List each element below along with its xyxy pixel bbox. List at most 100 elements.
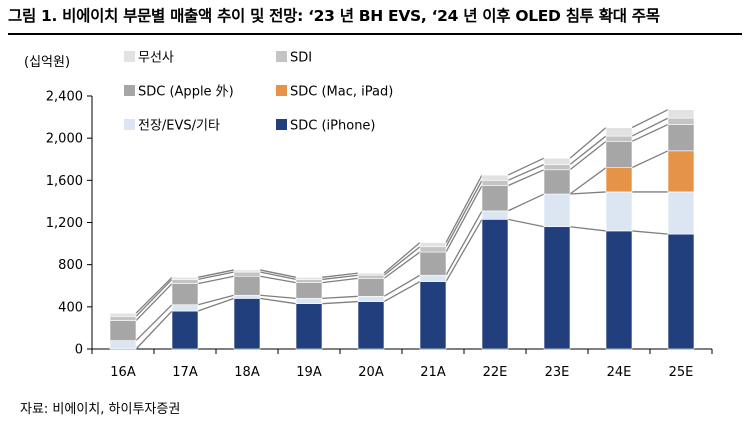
y-unit-label: (십억원) [24, 55, 70, 70]
bar-segment [109, 316, 137, 321]
x-tick-labels: 16A 17A 18A 19A 20A 21A 22E 23E 24E 25E [110, 365, 693, 380]
connector-line [321, 272, 359, 278]
bar-segment [481, 219, 509, 350]
connector-line [135, 283, 173, 321]
bar-segment [543, 164, 571, 171]
bar-segment [295, 277, 323, 280]
bar-segment [295, 282, 323, 299]
y-tick-label: 0 [75, 343, 83, 358]
legend-label: SDC (iPhone) [290, 119, 376, 134]
bar-segment [233, 275, 261, 296]
legend-swatch [124, 51, 135, 62]
connector-line [259, 294, 297, 300]
source-note: 자료: 비에이치, 하이투자증권 [20, 402, 181, 417]
bar-segment [543, 169, 571, 195]
bar-segment [171, 310, 199, 350]
connector-line [321, 300, 359, 305]
connector-line [569, 140, 607, 171]
x-tick-label: 16A [110, 365, 136, 380]
legend-swatch [124, 119, 135, 130]
bar-segment [295, 298, 323, 304]
bar-segment [109, 340, 137, 350]
connector-line [135, 304, 173, 342]
x-tick-label: 23E [545, 365, 570, 380]
bar-segment [481, 174, 509, 181]
bar-segment [171, 283, 199, 306]
chart-title: 그림 1. 비에이치 부문별 매출액 추이 및 전망: ‘23 년 BH EVS… [8, 7, 660, 25]
connector-line [259, 275, 297, 284]
bar-segment [605, 230, 633, 350]
bar-segment [605, 127, 633, 137]
bar-segment [233, 269, 261, 273]
bar-segment [667, 150, 695, 193]
bar-segment [605, 191, 633, 232]
bar-segment [481, 180, 509, 186]
legend-label: 무선사 [138, 51, 174, 66]
bar-segment [109, 320, 137, 341]
bar-segment [233, 271, 261, 277]
bar-segment [543, 193, 571, 228]
connector-line [259, 271, 297, 281]
connector-line [135, 310, 173, 350]
x-tick-label: 20A [358, 365, 384, 380]
connector-line [197, 275, 235, 285]
y-tick-label: 2,400 [46, 90, 83, 105]
bar-segment [357, 274, 385, 279]
x-tick-label: 25E [669, 365, 694, 380]
connector-line [321, 277, 359, 284]
connector-line [197, 269, 235, 278]
legend: 무선사 SDI SDC (Apple 外) SDC (Mac, iPad) 전장/EVS… [124, 51, 393, 134]
bar-segment [543, 226, 571, 350]
connector-line [445, 174, 483, 243]
connector-line [383, 274, 421, 297]
connector-line [383, 242, 421, 274]
x-tick-label: 18A [234, 365, 260, 380]
connector-line [197, 297, 235, 312]
y-tick-label: 400 [58, 300, 83, 315]
bar-segment [419, 251, 447, 276]
connector-line [631, 109, 669, 129]
connector-line [445, 180, 483, 248]
bar-segment [357, 278, 385, 297]
connector-line [569, 135, 607, 166]
connector-line [197, 271, 235, 281]
connector-line [507, 218, 545, 228]
connector-lines [135, 109, 669, 350]
connector-line [445, 219, 483, 282]
connector-line [383, 251, 421, 279]
bar-segment [295, 303, 323, 350]
connector-line [507, 163, 545, 181]
y-tick-label: 2,000 [46, 132, 83, 147]
bar-segment [357, 301, 385, 350]
legend-swatch [276, 85, 287, 96]
bar-segment [419, 242, 447, 248]
bar-segment [419, 246, 447, 253]
x-tick-label: 21A [420, 365, 446, 380]
connector-line [135, 278, 173, 317]
connector-line [383, 246, 421, 276]
connector-line [321, 295, 359, 300]
bar-segment [667, 233, 695, 350]
bar-segment [605, 141, 633, 168]
connector-line [631, 230, 669, 235]
legend-label: SDC (Apple 外) [138, 85, 234, 100]
connector-line [507, 169, 545, 187]
y-tick-label: 1,600 [46, 174, 83, 189]
bar-segment [605, 135, 633, 142]
connector-line [631, 123, 669, 142]
connector-line [569, 226, 607, 232]
x-tick-label: 19A [296, 365, 322, 380]
connector-line [445, 185, 483, 253]
connector-line [507, 193, 545, 212]
bar-segment [481, 185, 509, 212]
y-tick-label: 1,200 [46, 216, 83, 231]
y-tick-label: 800 [58, 258, 83, 273]
title-rule [8, 33, 742, 35]
bar-segment [667, 124, 695, 152]
legend-label: 전장/EVS/기타 [138, 119, 220, 134]
x-tick-label: 17A [172, 365, 198, 380]
connector-line [631, 150, 669, 169]
bar-segment [171, 304, 199, 312]
bar-segment [171, 279, 199, 284]
